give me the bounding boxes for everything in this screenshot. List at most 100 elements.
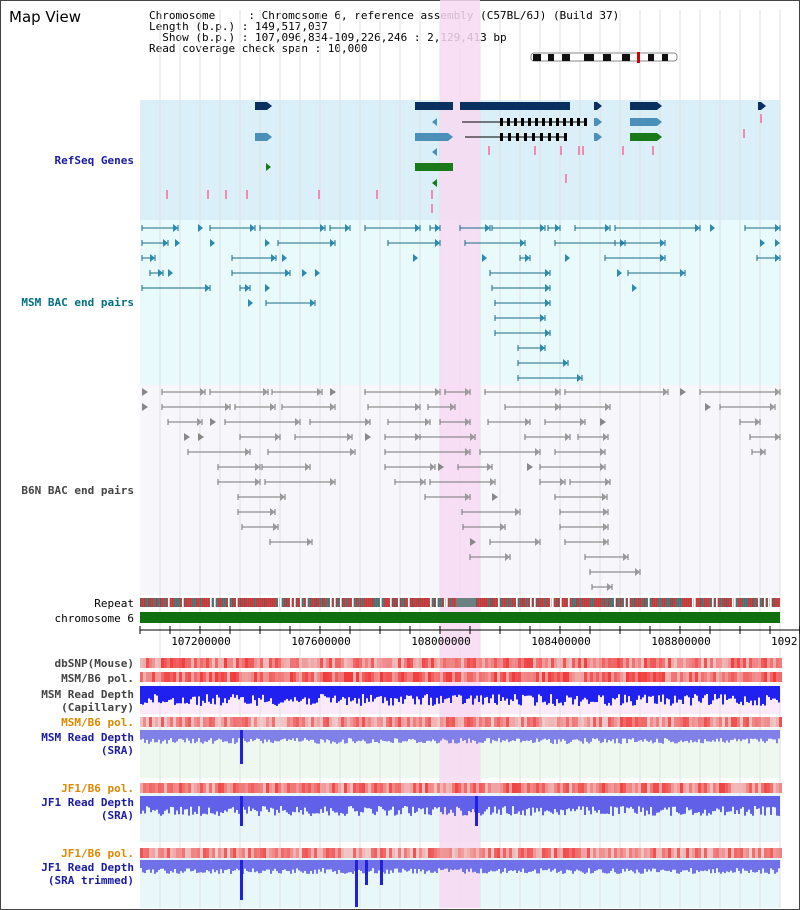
b6n-bac-end[interactable]	[430, 463, 435, 471]
b6n-bac-end[interactable]	[663, 388, 668, 396]
gene-exon[interactable]	[255, 102, 267, 110]
b6n-bac-end[interactable]	[775, 433, 780, 441]
b6n-bac-end[interactable]	[487, 463, 492, 471]
b6n-bac-end[interactable]	[555, 388, 560, 396]
track-label-msm-bac[interactable]: MSM BAC end pairs	[21, 296, 134, 309]
b6n-bac-end[interactable]	[330, 388, 336, 396]
chromosome-ideogram[interactable]	[530, 52, 678, 63]
msm-bac-end[interactable]	[282, 254, 287, 262]
msm-bac-end[interactable]	[545, 329, 550, 337]
gene-exon[interactable]	[508, 133, 511, 141]
b6n-bac-end[interactable]	[465, 388, 470, 396]
gene-exon[interactable]	[556, 118, 559, 126]
gene-block[interactable]	[630, 102, 655, 110]
gene-exon[interactable]	[514, 118, 517, 126]
gene-exon[interactable]	[758, 102, 761, 110]
b6n-bac-end[interactable]	[775, 388, 780, 396]
b6n-bac-end[interactable]	[560, 478, 565, 486]
msm-bac-end[interactable]	[271, 254, 276, 262]
snp-mark[interactable]	[376, 190, 378, 199]
gene-exon[interactable]	[548, 133, 551, 141]
b6n-bac-end[interactable]	[525, 418, 530, 426]
b6n-bac-end[interactable]	[142, 388, 148, 396]
snp-mark[interactable]	[318, 190, 320, 199]
b6n-bac-end[interactable]	[198, 433, 204, 441]
b6n-bac-end[interactable]	[307, 538, 312, 546]
snp-mark[interactable]	[246, 190, 248, 199]
msm-bac-end[interactable]	[525, 254, 530, 262]
track-label-msm-read-depth-cap[interactable]: MSM Read Depth	[41, 688, 134, 701]
b6n-bac-end[interactable]	[305, 463, 310, 471]
snp-mark[interactable]	[622, 146, 624, 155]
msm-bac-end[interactable]	[485, 224, 490, 232]
gene-exon[interactable]	[584, 118, 587, 126]
gene-exon[interactable]	[655, 118, 657, 126]
snp-mark[interactable]	[743, 129, 745, 138]
msm-bac-end[interactable]	[173, 224, 178, 232]
msm-bac-end[interactable]	[563, 359, 568, 367]
b6n-bac-end[interactable]	[603, 508, 608, 516]
gene-block[interactable]	[415, 163, 453, 171]
gene-exon[interactable]	[542, 118, 545, 126]
snp-mark[interactable]	[225, 190, 227, 199]
msm-bac-end[interactable]	[163, 239, 168, 247]
msm-bac-end[interactable]	[555, 224, 560, 232]
b6n-bac-end[interactable]	[317, 388, 322, 396]
b6n-bac-end[interactable]	[425, 418, 430, 426]
gene-exon[interactable]	[415, 133, 448, 141]
gene-strand-arrow[interactable]	[432, 179, 437, 187]
b6n-bac-end[interactable]	[623, 553, 628, 561]
b6n-bac-end[interactable]	[255, 463, 260, 471]
gene-strand-arrow[interactable]	[657, 133, 662, 141]
msm-bac-end[interactable]	[540, 344, 545, 352]
track-label-refseq[interactable]: RefSeq Genes	[54, 154, 134, 167]
b6n-bac-end[interactable]	[605, 478, 610, 486]
ideogram-position-marker[interactable]	[637, 52, 640, 63]
msm-bac-end[interactable]	[198, 224, 203, 232]
msm-bac-end[interactable]	[415, 224, 420, 232]
b6n-bac-end[interactable]	[255, 478, 260, 486]
msm-bac-end[interactable]	[632, 284, 637, 292]
gene-exon[interactable]	[570, 118, 573, 126]
gene-exon[interactable]	[594, 133, 597, 141]
msm-bac-end[interactable]	[775, 224, 780, 232]
gene-exon[interactable]	[516, 133, 519, 141]
snp-mark[interactable]	[207, 190, 209, 199]
snp-mark[interactable]	[560, 146, 562, 155]
b6n-bac-end[interactable]	[270, 508, 275, 516]
msm-bac-end[interactable]	[520, 239, 525, 247]
msm-bac-end[interactable]	[315, 269, 320, 277]
gene-strand-arrow[interactable]	[267, 133, 272, 141]
gene-block[interactable]	[415, 102, 453, 110]
msm-bac-end[interactable]	[565, 254, 570, 262]
msm-bac-end[interactable]	[760, 239, 765, 247]
b6n-bac-end[interactable]	[415, 433, 420, 441]
gene-exon[interactable]	[594, 102, 597, 110]
b6n-bac-end[interactable]	[635, 568, 640, 576]
msm-bac-end[interactable]	[617, 269, 622, 277]
track-label-msm-read-depth-sra[interactable]: MSM Read Depth	[41, 731, 134, 744]
b6n-bac-end[interactable]	[602, 493, 607, 501]
msm-bac-end[interactable]	[482, 254, 487, 262]
b6n-bac-end[interactable]	[465, 448, 470, 456]
gene-strand-arrow[interactable]	[597, 102, 602, 110]
gene-exon[interactable]	[500, 118, 503, 126]
b6n-bac-end[interactable]	[500, 523, 505, 531]
b6n-bac-end[interactable]	[295, 418, 300, 426]
msm-bac-end[interactable]	[545, 284, 550, 292]
b6n-bac-track[interactable]	[142, 388, 781, 591]
track-label-msm-b6-pol[interactable]: MSM/B6 pol.	[61, 672, 134, 685]
msm-bac-end[interactable]	[310, 299, 315, 307]
snp-mark[interactable]	[488, 146, 490, 155]
msm-bac-end[interactable]	[695, 224, 700, 232]
gene-exon[interactable]	[564, 133, 567, 141]
gene-strand-arrow[interactable]	[448, 133, 453, 141]
gene-block[interactable]	[630, 133, 655, 141]
msm-bac-end[interactable]	[302, 269, 307, 277]
gene-exon[interactable]	[528, 118, 531, 126]
msm-bac-end[interactable]	[710, 224, 715, 232]
b6n-bac-end[interactable]	[607, 583, 612, 591]
b6n-bac-end[interactable]	[280, 493, 285, 501]
track-label-jf1-read-depth-trim[interactable]: JF1 Read Depth	[41, 861, 134, 874]
